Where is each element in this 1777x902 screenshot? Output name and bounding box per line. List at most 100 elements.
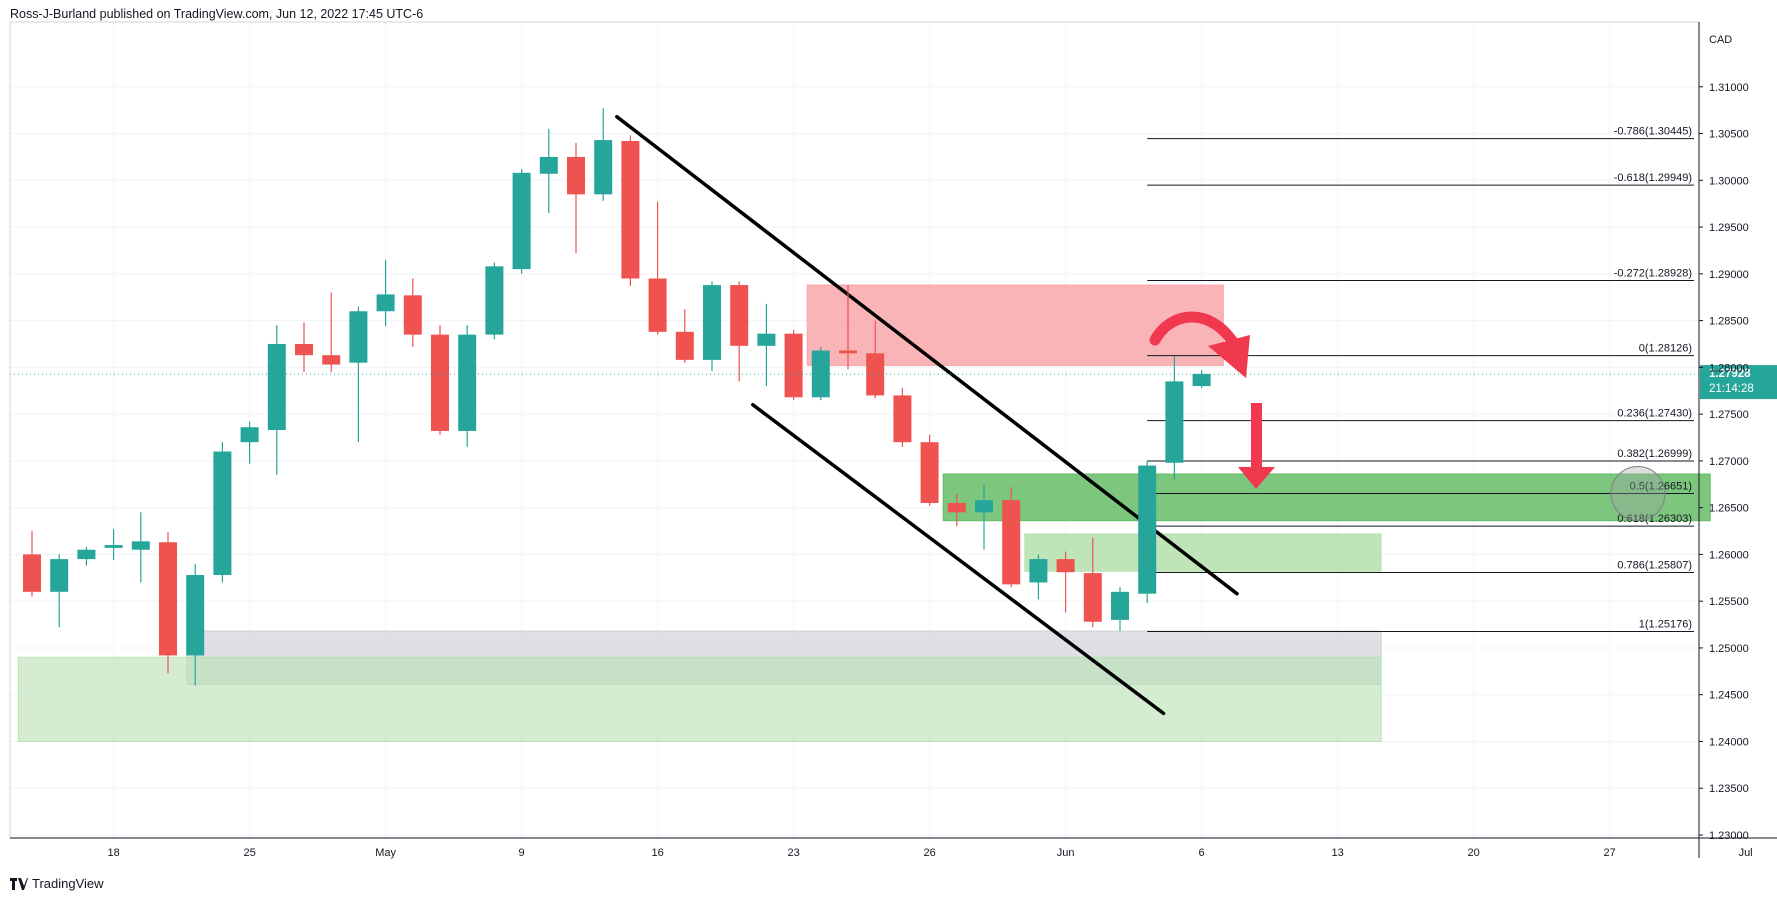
candle-body: [322, 355, 341, 365]
candle-body: [784, 333, 803, 398]
y-tick-label: 1.29000: [1709, 269, 1749, 281]
candle-body: [512, 172, 531, 270]
y-tick-label: 1.26500: [1709, 503, 1749, 515]
candle: [50, 554, 69, 628]
candle-body: [295, 343, 313, 356]
candle-body: [757, 333, 776, 346]
y-tick-label: 1.31000: [1709, 82, 1749, 94]
candle: [485, 262, 504, 340]
candle-body: [1111, 591, 1129, 620]
fib-label: -0.618(1.29949): [1614, 172, 1692, 184]
x-tick-label: 16: [651, 847, 663, 859]
annotations: 1.27928 21:14:28: [10, 311, 1777, 522]
candle: [322, 292, 341, 373]
candle: [186, 563, 205, 686]
candle-body: [975, 500, 993, 513]
down-arrow-head: [1238, 467, 1275, 489]
currency-label: CAD: [1709, 34, 1732, 46]
y-tick-label: 1.28000: [1709, 362, 1749, 374]
fib-label: 0.236(1.27430): [1617, 408, 1692, 420]
candle: [811, 346, 830, 401]
candle: [730, 281, 749, 382]
candle-body: [1138, 465, 1157, 594]
candle: [1165, 356, 1184, 480]
y-tick-label: 1.24500: [1709, 690, 1749, 702]
down-arrow-shaft: [1251, 403, 1262, 468]
candle: [1192, 370, 1211, 388]
tradingview-footer: TradingView: [10, 876, 104, 891]
x-tick-label: 26: [923, 847, 935, 859]
x-tick-label: 13: [1331, 847, 1343, 859]
candle: [458, 325, 477, 447]
x-tick-label: 25: [243, 847, 255, 859]
trendline: [615, 114, 1239, 596]
candle: [1083, 537, 1102, 628]
candle-body: [811, 350, 830, 398]
candle: [621, 135, 640, 286]
fib-label: 0.786(1.25807): [1617, 559, 1692, 571]
candle: [295, 322, 313, 373]
y-tick-label: 1.25000: [1709, 643, 1749, 655]
candle-body: [1056, 559, 1075, 573]
candle: [1029, 554, 1048, 600]
fib-label: -0.272(1.28928): [1614, 268, 1692, 280]
candle: [376, 259, 395, 327]
x-tick-label: 27: [1603, 847, 1615, 859]
x-tick-label: 23: [787, 847, 799, 859]
candles: [23, 108, 1211, 686]
trendlines: [615, 114, 1239, 716]
candle-body: [104, 545, 123, 548]
candle-body: [267, 343, 286, 431]
candle-body: [23, 554, 41, 592]
candle: [947, 493, 966, 527]
candle: [77, 546, 96, 566]
candle: [866, 320, 885, 399]
candle-body: [376, 294, 395, 312]
candle-body: [1192, 373, 1211, 387]
trendline: [751, 403, 1166, 716]
x-tick-label: 9: [519, 847, 525, 859]
candle: [920, 434, 939, 506]
fib-label: -0.786(1.30445): [1614, 126, 1692, 138]
candle: [131, 512, 150, 583]
x-tick-label: 20: [1467, 847, 1479, 859]
candle-body: [131, 541, 150, 550]
candle: [512, 169, 531, 274]
fib-0.5-highlight-circle: [1610, 466, 1666, 522]
y-tick-label: 1.26000: [1709, 549, 1749, 561]
y-tick-label: 1.30000: [1709, 175, 1749, 187]
x-tick-label: 18: [107, 847, 119, 859]
candle: [539, 128, 558, 214]
x-tick-label: Jul: [1739, 847, 1753, 859]
fib-label: 0.5(1.26651): [1630, 481, 1692, 493]
candle-body: [893, 395, 912, 443]
candle: [1111, 587, 1129, 632]
fib-label: 0.382(1.26999): [1617, 448, 1692, 460]
candle-body: [186, 574, 205, 656]
candle: [675, 309, 694, 363]
candle: [975, 484, 993, 550]
y-tick-label: 1.23000: [1709, 830, 1749, 842]
y-tick-label: 1.27000: [1709, 456, 1749, 468]
candle-body: [458, 334, 477, 431]
curved-arrow-head: [1208, 335, 1250, 378]
zones: [17, 284, 1711, 742]
candle: [1056, 551, 1075, 613]
candle-body: [947, 502, 966, 513]
tradingview-brand: TradingView: [32, 876, 104, 891]
zone-support-0.5: [942, 473, 1711, 522]
candle-body: [1029, 559, 1048, 583]
candle-body: [349, 311, 368, 363]
candle-body: [866, 353, 885, 396]
candle: [104, 529, 123, 561]
fibonacci-retracement: -0.786(1.30445) -0.618(1.29949) -0.272(1.2…: [1147, 126, 1694, 632]
last-price-box: [1700, 365, 1777, 400]
candle-body: [77, 549, 96, 560]
y-tick-label: 1.24000: [1709, 736, 1749, 748]
candle: [567, 142, 585, 254]
tradingview-logo-icon: [10, 877, 28, 890]
zone-support-lower: [1024, 533, 1382, 572]
candle: [893, 387, 912, 447]
fib-label: 0.618(1.26303): [1617, 513, 1692, 525]
